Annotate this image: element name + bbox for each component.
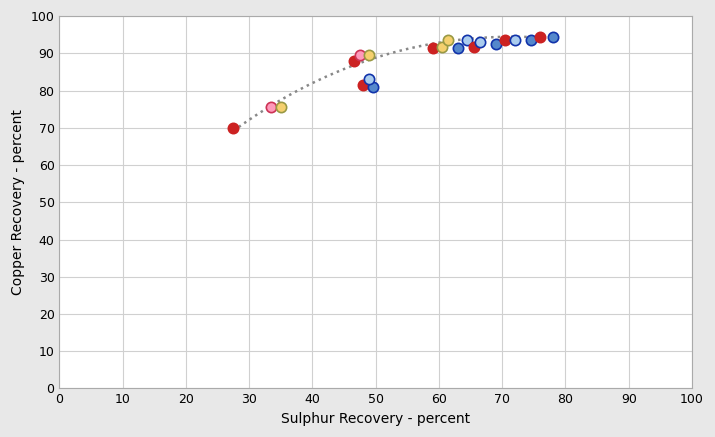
Point	[427, 44, 438, 51]
Point	[452, 44, 463, 51]
Point	[358, 82, 369, 89]
Point	[462, 37, 473, 44]
Point	[490, 41, 502, 48]
Point	[525, 37, 536, 44]
Point	[265, 104, 277, 111]
Point	[227, 124, 239, 131]
X-axis label: Sulphur Recovery - percent: Sulphur Recovery - percent	[281, 412, 470, 426]
Point	[474, 39, 485, 46]
Point	[275, 104, 287, 111]
Point	[443, 37, 454, 44]
Point	[436, 43, 448, 50]
Y-axis label: Copper Recovery - percent: Copper Recovery - percent	[11, 109, 25, 295]
Point	[500, 37, 511, 44]
Point	[468, 43, 480, 50]
Point	[367, 83, 378, 90]
Point	[509, 37, 521, 44]
Point	[347, 57, 359, 64]
Point	[354, 52, 365, 59]
Point	[364, 52, 375, 59]
Point	[534, 33, 546, 40]
Point	[547, 33, 558, 40]
Point	[364, 76, 375, 83]
